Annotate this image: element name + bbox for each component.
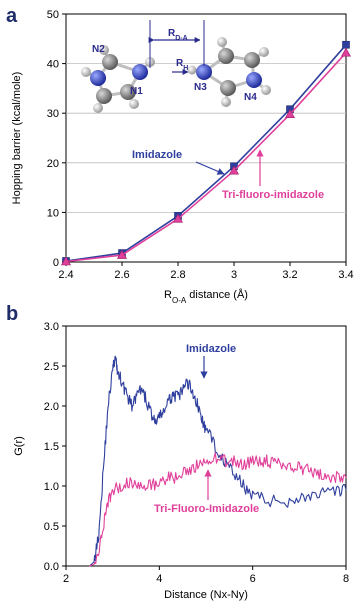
panel-a-x-axis-label-rest: distance (Å) — [186, 288, 248, 301]
panel-b-plot-area — [65, 325, 347, 567]
y-tick-label: 2.0 — [44, 401, 59, 413]
label-r-h: RH — [176, 58, 188, 72]
y-tick-label: 3.0 — [44, 321, 59, 333]
label-n2: N2 — [92, 44, 105, 55]
panel-b: b 2 4 6 8 0.0 0.5 1.0 1.5 2.0 2.5 3.0 G(r) Distanc… — [6, 303, 349, 601]
x-tick-label: 2.4 — [58, 269, 73, 281]
panel-a-imidazole-annotation: Imidazole — [132, 149, 182, 161]
y-tick-label: 2.5 — [44, 361, 59, 373]
label-r-da-main: R — [168, 28, 176, 39]
data-point-trifluoro — [60, 256, 72, 266]
y-tick-label: 0.5 — [44, 521, 59, 533]
panel-b-imidazole-annotation: Imidazole — [186, 343, 236, 355]
panel-a-label: a — [6, 5, 18, 27]
y-tick-label: 20 — [47, 158, 59, 170]
panel-a: a 2.4 2.6 2.8 3 3.2 3.4 0 10 20 30 40 50 Hopping ba… — [6, 5, 354, 305]
data-point-trifluoro — [340, 47, 352, 57]
panel-a-x-axis-label-sub: O-A — [172, 296, 187, 305]
x-tick-label: 3.4 — [338, 269, 353, 281]
series-line-trifluoro — [65, 52, 347, 263]
panel-a-x-axis-label: RO-A distance (Å) — [164, 288, 248, 305]
panel-b-trifluoro-annotation: Tri-Fluoro-Imidazole — [154, 503, 259, 515]
label-r-h-sub: H — [183, 65, 188, 72]
panel-a-x-axis-label-main: R — [164, 289, 172, 301]
y-tick-label: 0 — [53, 257, 59, 269]
x-tick-label: 2 — [63, 573, 69, 585]
series-line-imidazole — [88, 355, 347, 567]
y-tick-label: 30 — [47, 108, 59, 120]
data-point-trifluoro — [172, 213, 184, 223]
x-tick-label: 2.8 — [170, 269, 185, 281]
label-r-da: RD-A — [168, 28, 188, 42]
panel-a-trifluoro-annotation: Tri-fluoro-imidazole — [222, 189, 324, 201]
data-point-trifluoro — [228, 165, 240, 175]
panel-b-ticks: 2 4 6 8 0.0 0.5 1.0 1.5 2.0 2.5 3.0 — [44, 321, 349, 585]
y-tick-label: 1.0 — [44, 481, 59, 493]
y-tick-label: 0.0 — [44, 561, 59, 573]
x-tick-label: 4 — [156, 573, 162, 585]
x-tick-label: 2.6 — [114, 269, 129, 281]
data-point-imidazole — [342, 40, 350, 49]
panel-a-imidazole-arrow — [195, 161, 225, 175]
molecule-illustration: N2 N1 — [81, 20, 271, 113]
label-r-h-main: R — [176, 58, 184, 69]
panel-b-x-axis-label: Distance (Nx-Ny) — [164, 589, 248, 601]
x-tick-label: 3.2 — [282, 269, 297, 281]
series-line-imidazole — [65, 44, 347, 262]
panel-a-ticks: 2.4 2.6 2.8 3 3.2 3.4 0 10 20 30 40 50 — [47, 9, 354, 281]
y-tick-label: 1.5 — [44, 441, 59, 453]
label-n3: N3 — [194, 82, 207, 93]
panel-a-series — [60, 40, 352, 266]
label-n4: N4 — [244, 92, 257, 103]
y-tick-label: 40 — [47, 59, 59, 71]
x-tick-label: 3 — [231, 269, 237, 281]
panel-a-y-axis-label: Hopping barrier (kcal/mole) — [11, 72, 23, 205]
panel-b-y-axis-label: G(r) — [13, 436, 25, 456]
y-tick-label: 10 — [47, 207, 59, 219]
label-n1: N1 — [130, 86, 143, 97]
panel-b-label: b — [6, 303, 18, 325]
x-tick-label: 8 — [343, 573, 349, 585]
data-point-trifluoro — [116, 249, 128, 259]
panel-a-plot-area — [65, 13, 347, 263]
y-tick-label: 50 — [47, 9, 59, 21]
panel-b-series — [88, 355, 347, 567]
series-line-trifluoro — [89, 452, 347, 567]
data-point-trifluoro — [284, 109, 296, 118]
x-tick-label: 6 — [250, 573, 256, 585]
label-r-da-sub: D-A — [175, 35, 187, 42]
